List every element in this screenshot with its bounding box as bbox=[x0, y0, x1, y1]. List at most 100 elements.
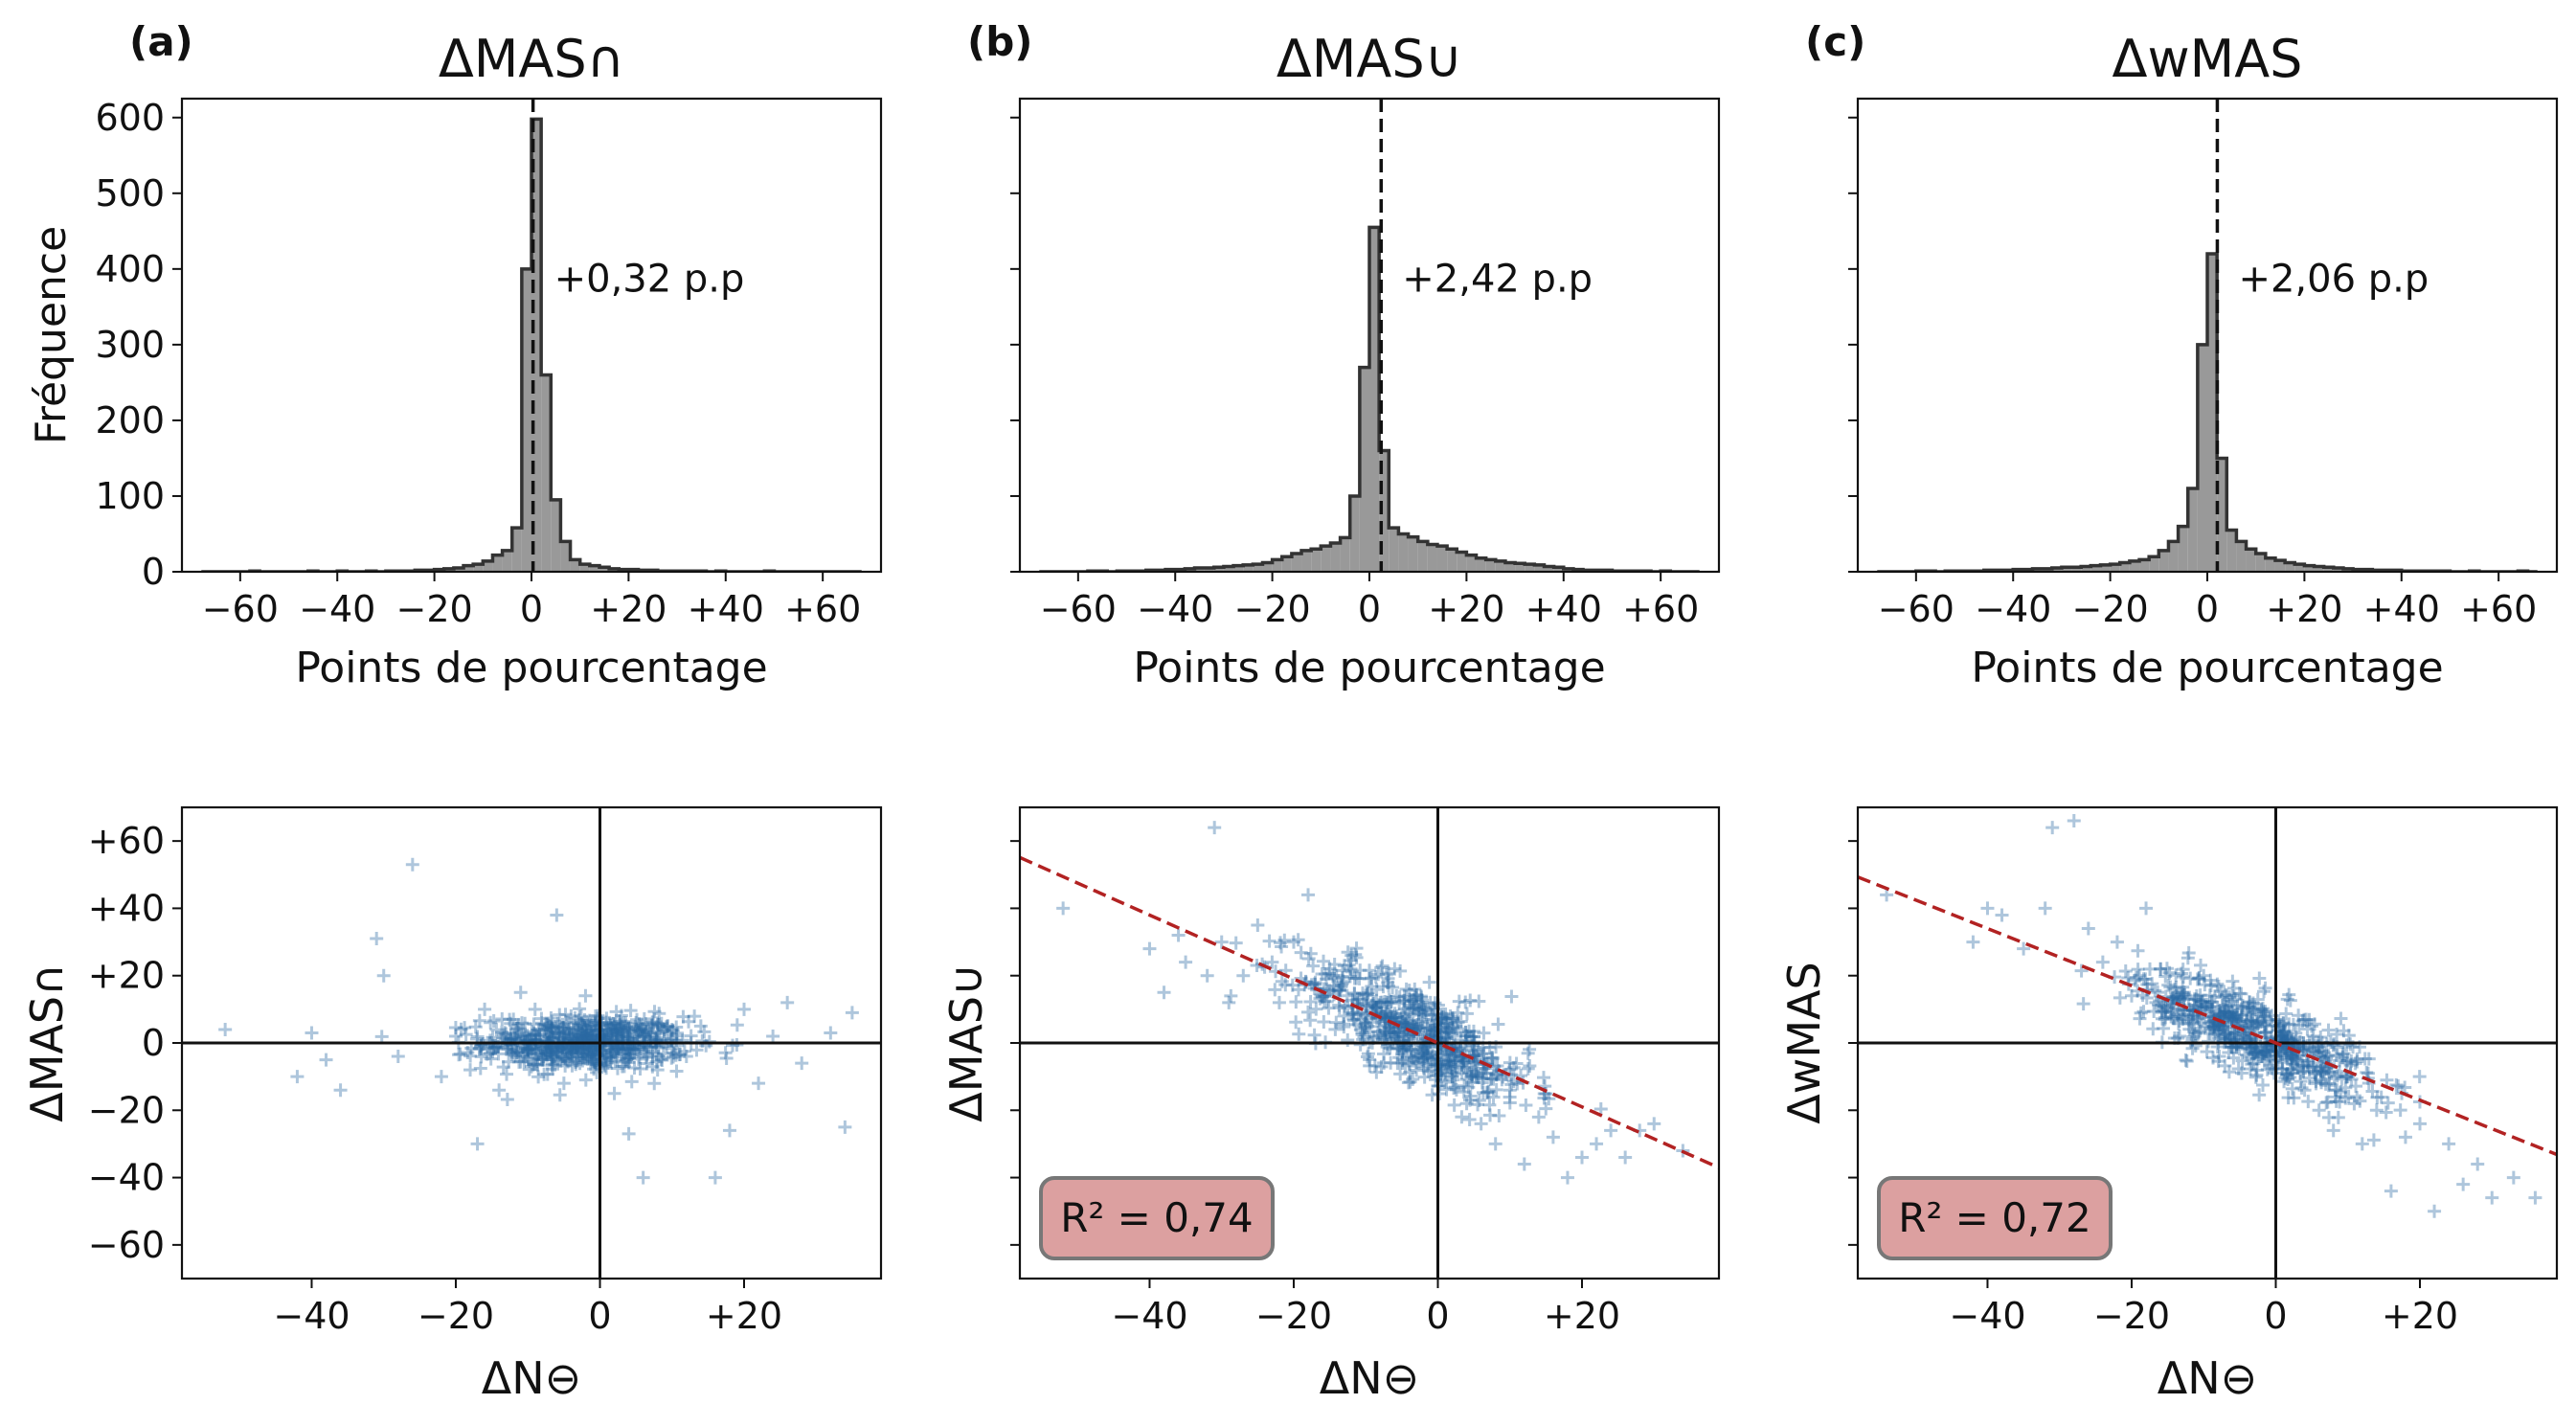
scatter-point bbox=[599, 1011, 614, 1026]
scatter-point bbox=[1406, 1008, 1420, 1022]
y-tick-label: 200 bbox=[95, 399, 165, 442]
scatter-point bbox=[1416, 1061, 1431, 1076]
scatter-point bbox=[1378, 1012, 1392, 1027]
scatter-point bbox=[1356, 996, 1370, 1010]
scatter-point bbox=[1451, 1015, 1465, 1030]
scatter-point bbox=[725, 1038, 739, 1053]
scatter-point bbox=[1420, 1049, 1435, 1063]
scatter-point bbox=[572, 1037, 586, 1052]
scatter-point bbox=[1229, 936, 1243, 950]
hist-bar bbox=[2197, 344, 2207, 572]
scatter-point bbox=[2166, 1010, 2181, 1025]
x-tick-label: 0 bbox=[520, 588, 543, 630]
x-tick-label: +20 bbox=[1428, 588, 1504, 630]
scatter-point bbox=[2076, 997, 2090, 1011]
scatter-point bbox=[2283, 993, 2297, 1008]
scatter-point bbox=[1392, 1051, 1407, 1065]
scatter-point bbox=[1385, 995, 1399, 1009]
scatter-point bbox=[559, 1043, 574, 1057]
scatter-point bbox=[1390, 988, 1404, 1003]
scatter-point bbox=[1355, 1026, 1369, 1040]
scatter-point bbox=[2206, 1020, 2221, 1034]
scatter-point bbox=[543, 1042, 557, 1056]
scatter-point bbox=[1303, 946, 1318, 961]
scatter-point bbox=[584, 1047, 599, 1061]
scatter-point bbox=[545, 1058, 559, 1073]
scatter-point bbox=[1409, 990, 1423, 1005]
scatter-point bbox=[1396, 1007, 1411, 1021]
scatter-point bbox=[2276, 1016, 2291, 1031]
scatter-point bbox=[518, 1046, 532, 1060]
scatter-point bbox=[2226, 1033, 2240, 1048]
scatter-point bbox=[2328, 1090, 2342, 1104]
scatter-point bbox=[688, 1009, 702, 1024]
scatter-point bbox=[603, 1018, 618, 1032]
scatter-point bbox=[632, 1017, 646, 1031]
scatter-point bbox=[651, 1017, 666, 1031]
scatter-point bbox=[1365, 1015, 1379, 1030]
scatter-point bbox=[584, 1033, 599, 1048]
scatter-point bbox=[2294, 1080, 2309, 1095]
scatter-point bbox=[1411, 1049, 1425, 1063]
scatter-point bbox=[1471, 1044, 1485, 1057]
scatter-point bbox=[2246, 1006, 2260, 1020]
scatter-point bbox=[2337, 1047, 2351, 1061]
x-tick-label: 0 bbox=[588, 1295, 611, 1337]
scatter-point bbox=[654, 1020, 668, 1034]
scatter-point bbox=[558, 1052, 573, 1066]
scatter-point bbox=[1409, 987, 1423, 1002]
scatter-point bbox=[1341, 1001, 1355, 1015]
scatter-point bbox=[2203, 1021, 2217, 1035]
scatter-point bbox=[1440, 1059, 1455, 1074]
scatter-point bbox=[2194, 1015, 2208, 1030]
hist-bar bbox=[2149, 556, 2159, 572]
scatter-point bbox=[2331, 1110, 2345, 1124]
scatter-point bbox=[1416, 1043, 1431, 1057]
scatter-point bbox=[1402, 984, 1416, 998]
hist-bar bbox=[2158, 550, 2169, 572]
scatter-point bbox=[650, 1027, 665, 1041]
scatter-point bbox=[1353, 1037, 1367, 1052]
scatter-point bbox=[600, 1024, 615, 1038]
scatter-point bbox=[1422, 975, 1436, 989]
scatter-point bbox=[2176, 1012, 2190, 1027]
hist-bar bbox=[2051, 568, 2062, 572]
scatter-point bbox=[2277, 1029, 2292, 1043]
scatter-point bbox=[2315, 1076, 2329, 1090]
scatter-point bbox=[1363, 963, 1376, 978]
scatter-point bbox=[2471, 1157, 2485, 1171]
scatter-point bbox=[664, 1033, 678, 1048]
scatter-point bbox=[2187, 998, 2202, 1012]
scatter-point bbox=[563, 1047, 577, 1061]
scatter-point bbox=[2246, 1001, 2260, 1015]
scatter-point bbox=[1490, 1059, 1504, 1074]
scatter-point bbox=[2174, 966, 2188, 981]
scatter-point bbox=[1409, 1055, 1423, 1070]
scatter-point bbox=[1539, 1101, 1553, 1116]
scatter-point bbox=[1334, 978, 1348, 992]
scatter-point bbox=[2350, 1052, 2364, 1066]
scatter-point bbox=[2235, 1053, 2249, 1068]
scatter-point bbox=[2177, 985, 2191, 1000]
scatter-point bbox=[2263, 1052, 2277, 1066]
scatter-point bbox=[608, 1038, 622, 1053]
y-axis-label: ΔMAS∪ bbox=[940, 963, 992, 1122]
scatter-point bbox=[2251, 1048, 2266, 1062]
scatter-point bbox=[473, 1061, 487, 1076]
x-axis-label: Points de pourcentage bbox=[295, 644, 767, 692]
scatter-point bbox=[2300, 1058, 2315, 1073]
scatter-point bbox=[2353, 1094, 2367, 1108]
scatter-point bbox=[571, 1023, 585, 1037]
scatter-point bbox=[644, 1018, 659, 1032]
scatter-point bbox=[2240, 1014, 2254, 1029]
scatter-point bbox=[2343, 1058, 2358, 1073]
scatter-point bbox=[1171, 928, 1186, 942]
scatter-point bbox=[2221, 1009, 2235, 1024]
scatter-point bbox=[644, 1026, 658, 1040]
scatter-point bbox=[1347, 987, 1362, 1002]
scatter-point bbox=[1482, 1098, 1497, 1112]
scatter-point bbox=[2226, 1011, 2241, 1026]
hist-bar bbox=[1272, 559, 1282, 572]
scatter-point bbox=[571, 1026, 585, 1040]
scatter-point bbox=[505, 1045, 519, 1059]
